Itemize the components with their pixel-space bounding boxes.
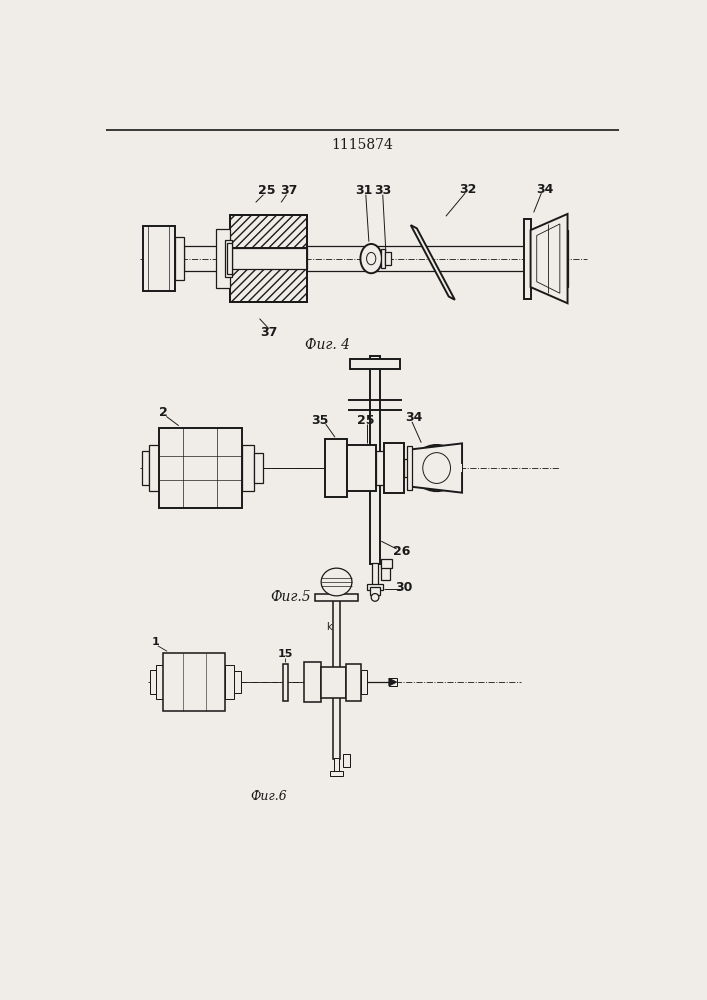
Ellipse shape [321, 568, 352, 596]
Bar [230, 269, 308, 302]
Bar [409, 464, 462, 472]
Bar [184, 246, 530, 271]
Bar [254, 453, 264, 483]
Bar [158, 428, 242, 508]
Ellipse shape [371, 594, 379, 601]
Text: 25: 25 [357, 414, 375, 427]
Bar [361, 670, 368, 694]
Text: k: k [326, 622, 332, 632]
Bar [525, 219, 530, 299]
Bar [242, 445, 254, 491]
Bar [346, 445, 376, 491]
Polygon shape [143, 226, 175, 291]
Bar [163, 653, 225, 711]
Bar [370, 356, 380, 564]
Bar [368, 584, 382, 590]
Text: 26: 26 [393, 545, 411, 558]
Bar [530, 230, 568, 287]
Bar [230, 215, 308, 248]
Text: 25: 25 [259, 184, 276, 197]
Polygon shape [409, 443, 462, 493]
Text: 2: 2 [159, 406, 168, 419]
Bar [381, 249, 385, 268]
Bar [149, 445, 158, 491]
Bar [381, 559, 392, 568]
Bar [351, 359, 399, 369]
Bar [283, 664, 288, 701]
Polygon shape [537, 224, 560, 293]
Bar [404, 459, 409, 477]
Bar [225, 240, 232, 277]
Ellipse shape [366, 252, 376, 265]
Bar [315, 594, 358, 601]
Text: 1115874: 1115874 [331, 138, 393, 152]
Ellipse shape [423, 453, 450, 483]
Bar [225, 665, 234, 699]
Bar [407, 446, 412, 490]
Bar [304, 662, 321, 702]
Bar [325, 439, 346, 497]
Bar [333, 590, 340, 759]
Bar [230, 215, 308, 302]
Text: 33: 33 [374, 184, 392, 197]
Bar [385, 252, 391, 265]
Text: 31: 31 [355, 184, 372, 197]
Bar [370, 587, 380, 595]
Polygon shape [530, 214, 568, 303]
Bar [376, 451, 383, 485]
Text: 37: 37 [280, 184, 298, 197]
Bar [346, 664, 361, 701]
Text: 30: 30 [396, 581, 413, 594]
Bar [230, 248, 308, 269]
Polygon shape [411, 225, 455, 300]
Bar [389, 678, 397, 686]
Text: 1: 1 [152, 637, 160, 647]
Bar [150, 670, 156, 694]
Bar [372, 563, 378, 587]
Bar [361, 674, 366, 690]
Bar [334, 758, 339, 774]
Bar [227, 243, 232, 274]
Bar [343, 754, 351, 767]
Ellipse shape [361, 244, 382, 273]
Bar [383, 443, 404, 493]
Bar [330, 771, 343, 776]
Polygon shape [389, 678, 397, 686]
Text: 34: 34 [405, 411, 422, 424]
Bar [381, 564, 390, 580]
Text: 34: 34 [536, 183, 553, 196]
Ellipse shape [412, 445, 461, 491]
Text: Фиг.5: Фиг.5 [270, 590, 310, 604]
Text: 15: 15 [277, 649, 293, 659]
Bar [141, 451, 149, 485]
Text: 35: 35 [311, 414, 328, 427]
Text: 37: 37 [260, 326, 277, 339]
Bar [321, 667, 346, 698]
Text: Фиг.6: Фиг.6 [250, 790, 287, 803]
Bar [216, 229, 230, 288]
Text: 32: 32 [459, 183, 476, 196]
Bar [409, 450, 462, 487]
Bar [156, 665, 163, 699]
Text: Фиг. 4: Фиг. 4 [305, 338, 350, 352]
Bar [234, 671, 241, 693]
Bar [175, 237, 184, 280]
